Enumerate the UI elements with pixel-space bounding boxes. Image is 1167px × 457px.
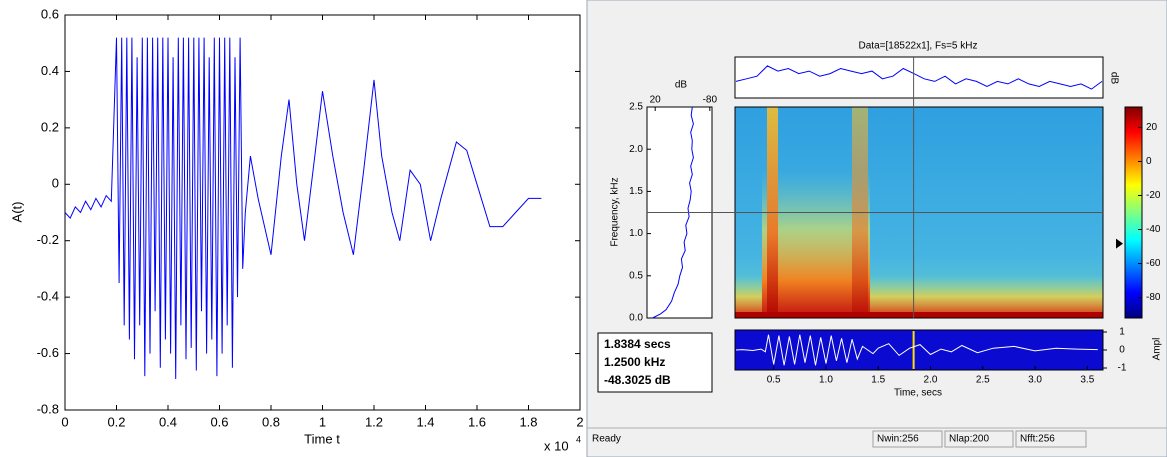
x-tick-label: 0.8 xyxy=(262,414,280,429)
status-message: Ready xyxy=(592,434,621,445)
x-tick-label: 2.0 xyxy=(924,375,938,386)
x-tick-label: 0 xyxy=(61,414,68,429)
y-tick-label: -1 xyxy=(1118,363,1127,374)
colorbar-tick-label: -20 xyxy=(1146,190,1161,201)
y-tick-label: 0.5 xyxy=(629,270,643,281)
status-field-box xyxy=(872,430,943,448)
y-tick-label: 1 xyxy=(1119,327,1125,338)
slice-x-label: dB xyxy=(675,80,688,91)
y-tick-label: 2.5 xyxy=(629,102,643,113)
x-multiplier-exponent: 4 xyxy=(576,434,581,444)
colorbar-tick-label: -80 xyxy=(1146,292,1161,303)
window-title: Data=[18522x1], Fs=5 kHz xyxy=(859,41,978,52)
y-tick-label: 0.0 xyxy=(629,313,643,324)
y-tick-label: -0.4 xyxy=(37,289,59,304)
x-tick-label: 1.8 xyxy=(519,414,537,429)
time-axis-label: Time, secs xyxy=(894,388,942,399)
y-tick-label: -0.6 xyxy=(37,345,59,360)
y-tick-label: -0.2 xyxy=(37,232,59,247)
status-field: Nfft:256 xyxy=(1020,434,1055,445)
x-tick-label: 1.2 xyxy=(365,414,383,429)
y-tick-label: 0.6 xyxy=(41,6,59,21)
status-field-box xyxy=(1015,430,1087,448)
x-tick-label: 1 xyxy=(319,414,326,429)
y-tick-label: 2.0 xyxy=(629,144,643,155)
x-tick-label: 2.5 xyxy=(976,375,990,386)
colorbar-tick-label: -60 xyxy=(1146,258,1161,269)
colorbar-tick-label: 20 xyxy=(1146,122,1158,133)
y-tick-label: 0 xyxy=(52,176,59,191)
x-tick-label: 20 xyxy=(650,95,662,106)
x-tick-label: -80 xyxy=(703,95,718,106)
y-axis-label: A(t) xyxy=(9,202,24,223)
left-figure-bg xyxy=(0,0,586,457)
x-tick-label: 1.4 xyxy=(416,414,434,429)
readout-frequency: 1.2500 kHz xyxy=(604,355,665,369)
status-field: Nlap:200 xyxy=(949,434,989,445)
signal-line xyxy=(64,37,542,380)
envelope-frame xyxy=(734,56,1104,99)
envelope-axis-label: dB xyxy=(1108,72,1119,85)
x-tick-label: 0.6 xyxy=(210,414,228,429)
x-tick-label: 1.0 xyxy=(819,375,833,386)
readout-box xyxy=(597,332,713,393)
status-field: Nwin:256 xyxy=(877,434,919,445)
cursor-level-marker xyxy=(1116,238,1123,249)
y-tick-label: 1.5 xyxy=(629,186,643,197)
readout-time: 1.8384 secs xyxy=(604,337,671,351)
y-tick-label: 0 xyxy=(1119,345,1125,356)
x-tick-label: 0.5 xyxy=(767,375,781,386)
x-tick-label: 3.5 xyxy=(1080,375,1094,386)
ampl-axis-label: Ampl xyxy=(1152,338,1163,361)
x-tick-label: 1.5 xyxy=(871,375,885,386)
envelope-line xyxy=(735,65,1103,90)
readout-level: -48.3025 dB xyxy=(604,373,671,387)
slice-line xyxy=(652,106,694,319)
x-tick-label: 0.2 xyxy=(107,414,125,429)
y-tick-label: 0.2 xyxy=(41,119,59,134)
x-tick-label: 2 xyxy=(576,414,583,429)
y-tick-label: 1.0 xyxy=(629,228,643,239)
status-field-box xyxy=(944,430,1014,448)
colorbar-tick-label: -40 xyxy=(1146,224,1161,235)
x-tick-label: 1.6 xyxy=(468,414,486,429)
frequency-axis-label: Frequency, kHz xyxy=(610,177,621,246)
spectrogram-dc-band xyxy=(735,312,1103,318)
colorbar xyxy=(1124,106,1143,319)
x-tick-label: 3.0 xyxy=(1028,375,1042,386)
x-axis-label: Time t xyxy=(304,431,340,446)
waveform-line xyxy=(735,334,1098,366)
waveform-frame xyxy=(734,329,1104,371)
y-tick-label: -0.8 xyxy=(37,401,59,416)
colorbar-tick-label: 0 xyxy=(1146,156,1152,167)
x-tick-label: 0.4 xyxy=(159,414,177,429)
x-multiplier: x 10 xyxy=(544,438,569,453)
y-tick-label: 0.4 xyxy=(41,63,59,78)
